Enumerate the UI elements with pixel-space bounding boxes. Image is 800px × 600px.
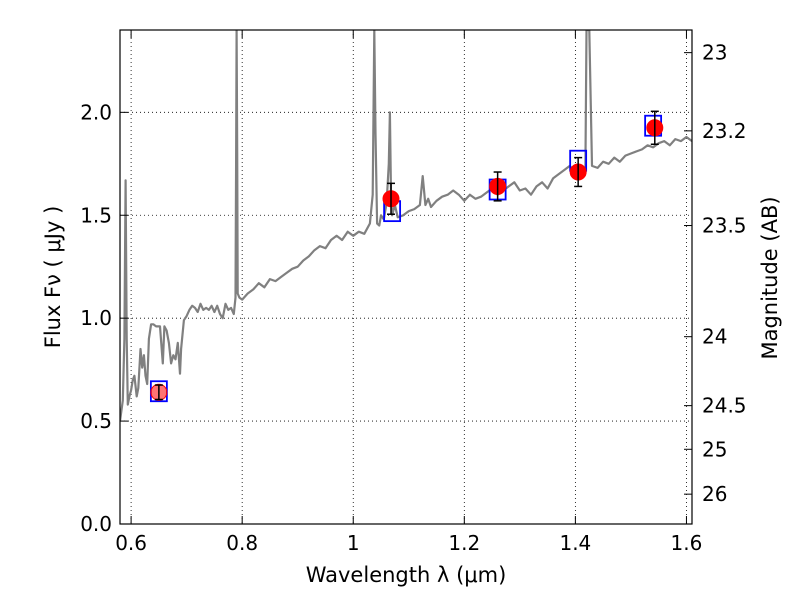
magnitude-tick-label: 24.5 <box>702 394 747 418</box>
x-tick-label: 0.6 <box>115 531 147 555</box>
magnitude-tick-label: 23.2 <box>702 119 747 143</box>
magnitude-tick-label: 23.5 <box>702 214 747 238</box>
y-tick-label: 1.5 <box>80 203 112 227</box>
magnitude-axis-label: Magnitude (AB) <box>758 196 782 359</box>
y-tick-label: 0.0 <box>80 512 112 536</box>
x-tick-label: 1.6 <box>671 531 703 555</box>
y-tick-label: 0.5 <box>80 409 112 433</box>
magnitude-tick-label: 25 <box>702 437 727 461</box>
plot-frame <box>119 29 693 525</box>
magnitude-axis-ticks: 23 23.2 23.5 24 24.5 25 26 <box>684 41 747 506</box>
magnitude-tick-label: 26 <box>702 482 727 506</box>
observed-photometry-markers <box>150 110 664 401</box>
x-tick-label: 1.4 <box>559 531 591 555</box>
x-tick-label: 1 <box>347 531 360 555</box>
y-axis-label: Flux Fν ( μJy ) <box>41 206 65 349</box>
magnitude-tick-label: 23 <box>702 41 727 65</box>
x-tick-label: 0.8 <box>226 531 258 555</box>
y-tick-label: 1.0 <box>80 306 112 330</box>
model-spectrum-line <box>120 30 692 422</box>
y-axis-ticks: 0.0 0.5 1.0 1.5 2.0 <box>80 100 128 536</box>
x-tick-label: 1.2 <box>448 531 480 555</box>
y-tick-label: 2.0 <box>80 100 112 124</box>
x-axis-ticks: 0.6 0.8 1 1.2 1.4 1.6 <box>115 30 702 555</box>
x-axis-label: Wavelength λ (μm) <box>306 563 507 587</box>
magnitude-tick-label: 24 <box>702 325 727 349</box>
